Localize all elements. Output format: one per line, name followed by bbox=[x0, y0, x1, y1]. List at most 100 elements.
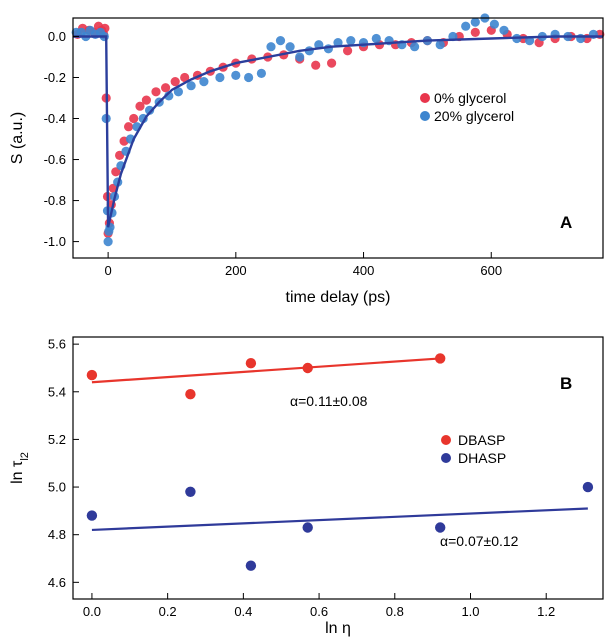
panel-a-series-1-point-30 bbox=[266, 42, 276, 52]
dbasp-alpha-annotation: α=0.11±0.08 bbox=[290, 393, 368, 409]
panel-a-y-tick-label: -0.4 bbox=[44, 111, 66, 126]
panel-a-y-tick-label: -0.8 bbox=[44, 193, 66, 208]
panel-b-x-tick-label: 0.0 bbox=[83, 604, 101, 619]
panel-b-x-tick-label: 1.2 bbox=[537, 604, 555, 619]
panel-a-series-1-point-27 bbox=[231, 70, 241, 80]
panel-b-x-tick-label: 0.8 bbox=[386, 604, 404, 619]
panel-a-series-1-point-57 bbox=[576, 33, 586, 44]
legend-swatch-dhasp bbox=[441, 453, 451, 463]
legend-swatch-0pct-glycerol bbox=[420, 93, 430, 103]
panel-a-series-0-point-34 bbox=[327, 58, 337, 68]
panel-a-plot-frame bbox=[72, 17, 604, 259]
panel-a-y-axis-label: S (a.u.) bbox=[9, 112, 26, 164]
panel-a-series-0-point-35 bbox=[343, 46, 353, 56]
panel-b-ticks: 4.6 4.8 5.0 5.2 5.4 5.6 0.0 0.2 0.4 0.6 0.8 1.0 1.2 bbox=[48, 337, 555, 619]
legend-swatch-dbasp bbox=[441, 435, 451, 445]
panel-a-series-1-point-38 bbox=[346, 36, 356, 46]
panel-a-series-1-point-40 bbox=[371, 33, 381, 44]
panel-b-label: B bbox=[560, 374, 572, 393]
panel-a-y-tick-label: -1.0 bbox=[44, 234, 66, 249]
panel-b-x-axis-label: ln η bbox=[325, 620, 351, 637]
panel-a-series-1-point-24 bbox=[186, 81, 196, 91]
panel-b-fit-line-0 bbox=[91, 357, 441, 384]
panel-a-series-0-point-19 bbox=[135, 101, 145, 111]
panel-b-series-1-point-5 bbox=[582, 481, 594, 493]
panel-a-x-tick-label: 600 bbox=[480, 263, 502, 278]
panel-a-series-1-point-37 bbox=[333, 38, 343, 48]
panel-a-series-0-point-24 bbox=[180, 72, 190, 83]
panel-a-series-0-point-14 bbox=[111, 167, 121, 177]
panel-a-series-1-point-9 bbox=[103, 237, 113, 247]
panel-b-y-axis-label-subscript: l2 bbox=[19, 452, 31, 461]
panel-a-series-1-point-33 bbox=[295, 52, 305, 62]
panel-b-y-axis-label-main: ln τ bbox=[9, 460, 26, 484]
panel-b-series-0-point-2 bbox=[245, 358, 257, 369]
panel-a-x-tick-label: 0 bbox=[105, 263, 112, 278]
panel-a-legend: 0% glycerol 20% glycerol bbox=[420, 90, 514, 124]
legend-label-dbasp: DBASP bbox=[458, 432, 505, 448]
panel-a-series-0-point-22 bbox=[161, 83, 171, 93]
panel-a-series-0-point-21 bbox=[151, 87, 161, 97]
panel-b-series-0-point-1 bbox=[185, 389, 196, 400]
panel-a-label: A bbox=[560, 213, 572, 232]
panel-a-series-1-point-23 bbox=[173, 87, 183, 97]
panel-b-series-0-point-4 bbox=[435, 353, 446, 364]
legend-label-0pct-glycerol: 0% glycerol bbox=[434, 90, 506, 106]
panel-b-series-1-point-3 bbox=[302, 522, 313, 533]
panel-b-y-tick-label: 4.6 bbox=[48, 575, 66, 590]
panel-a-series-1-point-48 bbox=[470, 17, 480, 27]
panel-a-series-1-point-47 bbox=[461, 21, 471, 31]
panel-b-y-axis-label: ln τl2 bbox=[9, 452, 31, 484]
panel-b-series-1-point-2 bbox=[245, 560, 257, 571]
panel-b-series-1-point-0 bbox=[86, 510, 98, 521]
panel-b-fit-line-1 bbox=[91, 507, 588, 532]
panel-b-y-tick-label: 4.8 bbox=[48, 527, 66, 542]
panel-b-series-1-point-1 bbox=[185, 486, 196, 497]
panel-a-series-1-point-50 bbox=[489, 19, 499, 29]
panel-a-series-1-point-25 bbox=[199, 77, 209, 87]
panel-a-x-tick-label: 400 bbox=[353, 263, 375, 278]
panel-a-series-1-point-51 bbox=[499, 25, 509, 35]
panel-b-y-tick-label: 5.4 bbox=[48, 384, 66, 399]
panel-b-marks bbox=[86, 353, 594, 571]
panel-b-x-tick-label: 0.4 bbox=[234, 604, 252, 619]
panel-a-series-0-point-23 bbox=[170, 77, 180, 87]
panel-b-series-0-point-3 bbox=[302, 362, 313, 374]
legend-label-dhasp: DHASP bbox=[458, 450, 506, 466]
panel-b-y-tick-label: 5.0 bbox=[48, 480, 66, 495]
panel-b-y-tick-label: 5.2 bbox=[48, 432, 66, 447]
panel-a-series-1-point-28 bbox=[244, 72, 254, 83]
panel-a-series-1-point-29 bbox=[256, 68, 266, 78]
legend-swatch-20pct-glycerol bbox=[420, 111, 430, 121]
dhasp-alpha-annotation: α=0.07±0.12 bbox=[440, 533, 519, 549]
panel-b-x-tick-label: 0.6 bbox=[310, 604, 328, 619]
panel-a-series-1-point-20 bbox=[145, 105, 155, 115]
panel-a-y-tick-label: -0.6 bbox=[44, 152, 66, 167]
panel-b-x-tick-label: 0.2 bbox=[159, 604, 177, 619]
panel-b-x-tick-label: 1.0 bbox=[461, 604, 479, 619]
legend-label-20pct-glycerol: 20% glycerol bbox=[434, 108, 514, 124]
panel-a-x-axis-label: time delay (ps) bbox=[286, 289, 391, 306]
panel-a-series-1-point-26 bbox=[215, 72, 225, 83]
panel-a-x-tick-label: 200 bbox=[225, 263, 247, 278]
panel-b-chart: 4.64.85.05.25.45.60.0 0.2 0.4 0.6 0.8 1.0 1.2 … bbox=[9, 336, 604, 637]
panel-a-marks bbox=[71, 13, 605, 247]
panel-a-series-1-point-32 bbox=[285, 42, 295, 52]
panel-a-series-0-point-33 bbox=[311, 60, 321, 70]
panel-a-series-0-point-43 bbox=[470, 27, 480, 37]
panel-a-chart: 0.0 -0.2 -0.4 -0.6 -0.8 -1.0 0 200 400 600 A 0% g… bbox=[9, 13, 605, 306]
panel-a-ticks: 0.0 -0.2 -0.4 -0.6 -0.8 -1.0 0 200 400 600 bbox=[44, 29, 503, 278]
panel-a-y-tick-label: -0.2 bbox=[44, 70, 66, 85]
panel-a-series-1-point-31 bbox=[275, 36, 286, 46]
panel-a-fit-curve bbox=[73, 35, 603, 228]
panel-a-y-tick-label: 0.0 bbox=[48, 29, 66, 44]
panel-b-series-0-point-0 bbox=[86, 369, 98, 381]
panel-b-series-1-point-4 bbox=[435, 522, 446, 533]
panel-b-plot-frame bbox=[72, 336, 604, 600]
panel-a-series-1-point-45 bbox=[435, 40, 445, 50]
panel-b-legend: DBASP DHASP bbox=[441, 432, 506, 466]
panel-a-series-0-point-17 bbox=[124, 122, 134, 132]
panel-a-series-0-point-20 bbox=[141, 95, 151, 105]
panel-a-series-0-point-18 bbox=[129, 113, 139, 124]
